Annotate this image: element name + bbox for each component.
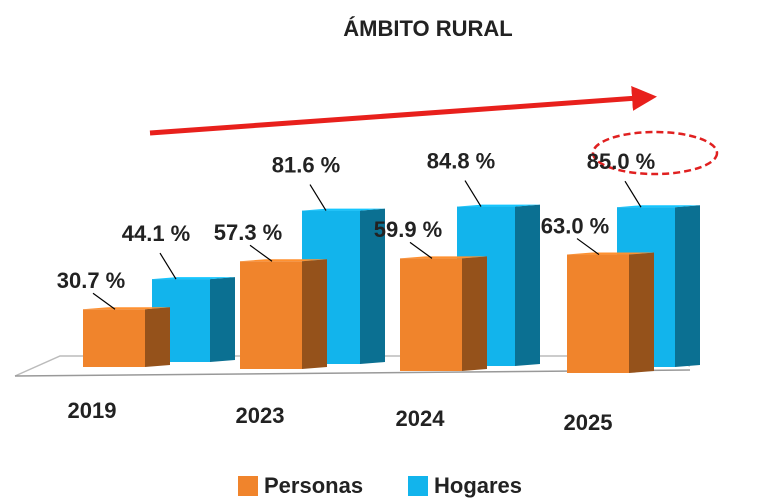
leader-line (249, 244, 273, 262)
bar-side (515, 204, 540, 366)
bar-top (400, 256, 487, 259)
bar-top (457, 204, 540, 207)
bar-top (83, 307, 170, 310)
x-tick-label: 2024 (396, 406, 446, 431)
x-tick-label: 2019 (68, 398, 117, 423)
bar-side (675, 205, 700, 367)
value-label: 81.6 % (272, 152, 341, 177)
leader-line (309, 184, 327, 211)
bar (83, 309, 145, 367)
highlight-ellipse (591, 130, 719, 176)
bar-side (210, 277, 235, 362)
value-label: 30.7 % (57, 268, 126, 293)
leader-line (576, 238, 600, 256)
bar-top (240, 259, 327, 262)
bar (240, 261, 302, 369)
leader-line (464, 180, 482, 207)
bar-top (152, 277, 235, 280)
value-label: 63.0 % (541, 213, 610, 238)
bar-side (360, 208, 385, 364)
legend-label: Personas (264, 473, 363, 498)
bar-side (302, 259, 327, 369)
trend-arrow (149, 85, 657, 136)
leader-line (624, 180, 642, 208)
x-tick-label: 2025 (564, 410, 613, 435)
bar-side (629, 252, 654, 373)
legend-swatch (238, 476, 258, 496)
value-label: 57.3 % (214, 220, 283, 245)
leader-line (159, 252, 177, 280)
bar-side (462, 256, 487, 371)
labels: 44.1 % 81.6 % 84.8 % 85.0 % 30.7 % 57.3 % 59.9… (57, 148, 656, 310)
leader-line (92, 292, 116, 310)
x-tick-label: 2023 (236, 403, 285, 428)
value-label: 44.1 % (122, 221, 191, 246)
legend-swatch (408, 476, 428, 496)
bars (83, 204, 700, 373)
leader-line (409, 241, 433, 259)
bar (400, 258, 462, 371)
chart-title: ÁMBITO RURAL (343, 16, 512, 41)
value-label: 85.0 % (587, 149, 656, 174)
bar-top (567, 252, 654, 255)
value-label: 84.8 % (427, 148, 496, 173)
bar-top (617, 205, 700, 208)
bar (567, 254, 629, 373)
bar-side (145, 307, 170, 367)
legend-label: Hogares (434, 473, 522, 498)
bar-top (302, 208, 385, 211)
value-label: 59.9 % (374, 217, 443, 242)
